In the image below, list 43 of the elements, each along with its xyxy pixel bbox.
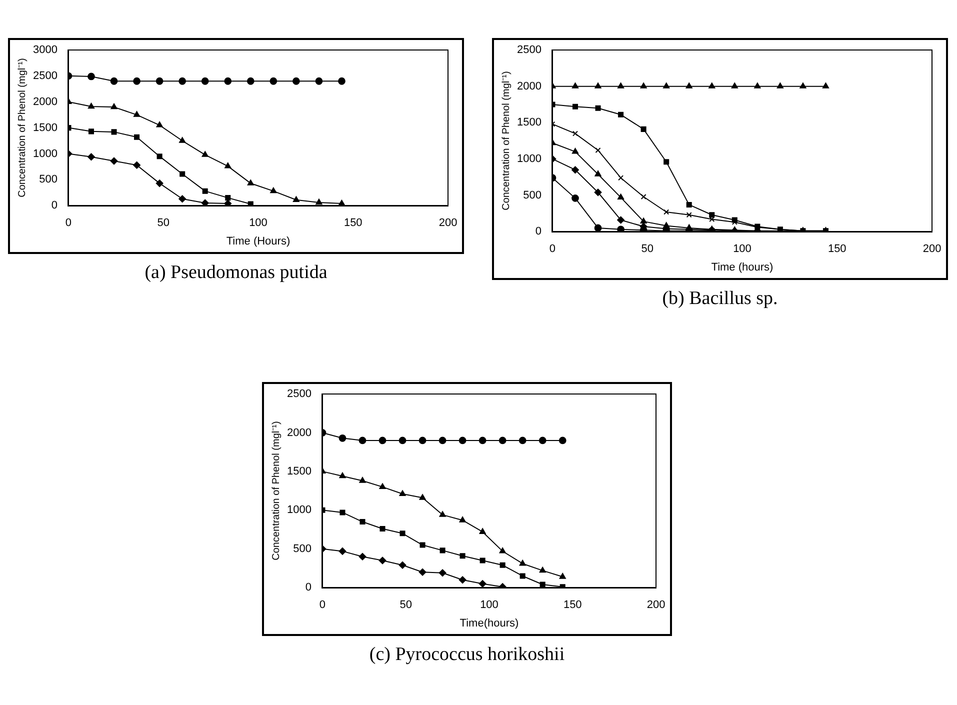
x-tick-label: 150	[828, 243, 846, 256]
x-tick-label: 50	[400, 599, 412, 612]
y-axis-title: Concentration of Phenol (mgl⁻¹)	[270, 421, 282, 560]
y-tick-label: 2000	[32, 96, 58, 108]
y-tick-label: 3000	[32, 44, 58, 56]
text: (c) Pyrococcus horikoshii	[368, 644, 566, 666]
y-tick-label: 500	[39, 174, 58, 186]
x-tick-label: 50	[641, 243, 654, 256]
y-tick-label: 2000	[286, 426, 312, 439]
x-tick-label: 150	[344, 217, 362, 230]
y-tick-label: 1500	[516, 116, 542, 129]
x-tick-label: 0	[549, 243, 556, 256]
y-tick-label: 0	[305, 582, 312, 594]
y-tick-label: 2500	[32, 70, 58, 82]
y-tick-label: 2500	[516, 44, 542, 56]
y-tick-label: 1500	[286, 465, 312, 478]
y-tick-label: 0	[535, 226, 542, 238]
y-axis-title: Concentration of Phenol (mgl⁻¹)	[16, 58, 28, 198]
x-tick-label: 0	[65, 217, 72, 230]
text: (a) Pseudomonas putida	[144, 262, 328, 284]
y-tick-label: 0	[51, 200, 58, 212]
x-tick-label: 50	[157, 217, 170, 230]
y-tick-label: 1500	[32, 122, 58, 134]
x-tick-label: 100	[733, 243, 752, 256]
y-tick-label: 1000	[32, 148, 58, 160]
x-tick-label: 150	[563, 599, 582, 612]
x-tick-label: 200	[438, 217, 458, 230]
y-tick-label: 2500	[286, 388, 312, 400]
x-axis-title: Time (hours)	[711, 261, 774, 274]
y-axis-title: Concentration of Phenol (mgl⁻¹)	[500, 71, 512, 210]
x-tick-label: 200	[646, 599, 666, 612]
x-axis-title: Time(hours)	[460, 617, 519, 630]
x-tick-label: 200	[922, 243, 942, 256]
y-tick-label: 500	[523, 189, 542, 202]
x-tick-label: 100	[480, 599, 498, 612]
text: (b) Bacillus sp.	[661, 288, 779, 310]
x-tick-label: 0	[319, 599, 326, 612]
y-tick-label: 1000	[516, 152, 542, 165]
y-tick-label: 1000	[286, 504, 312, 516]
x-axis-title: Time (Hours)	[226, 235, 290, 248]
y-tick-label: 2000	[516, 80, 542, 92]
y-tick-label: 500	[293, 542, 312, 555]
x-tick-label: 100	[249, 217, 268, 230]
